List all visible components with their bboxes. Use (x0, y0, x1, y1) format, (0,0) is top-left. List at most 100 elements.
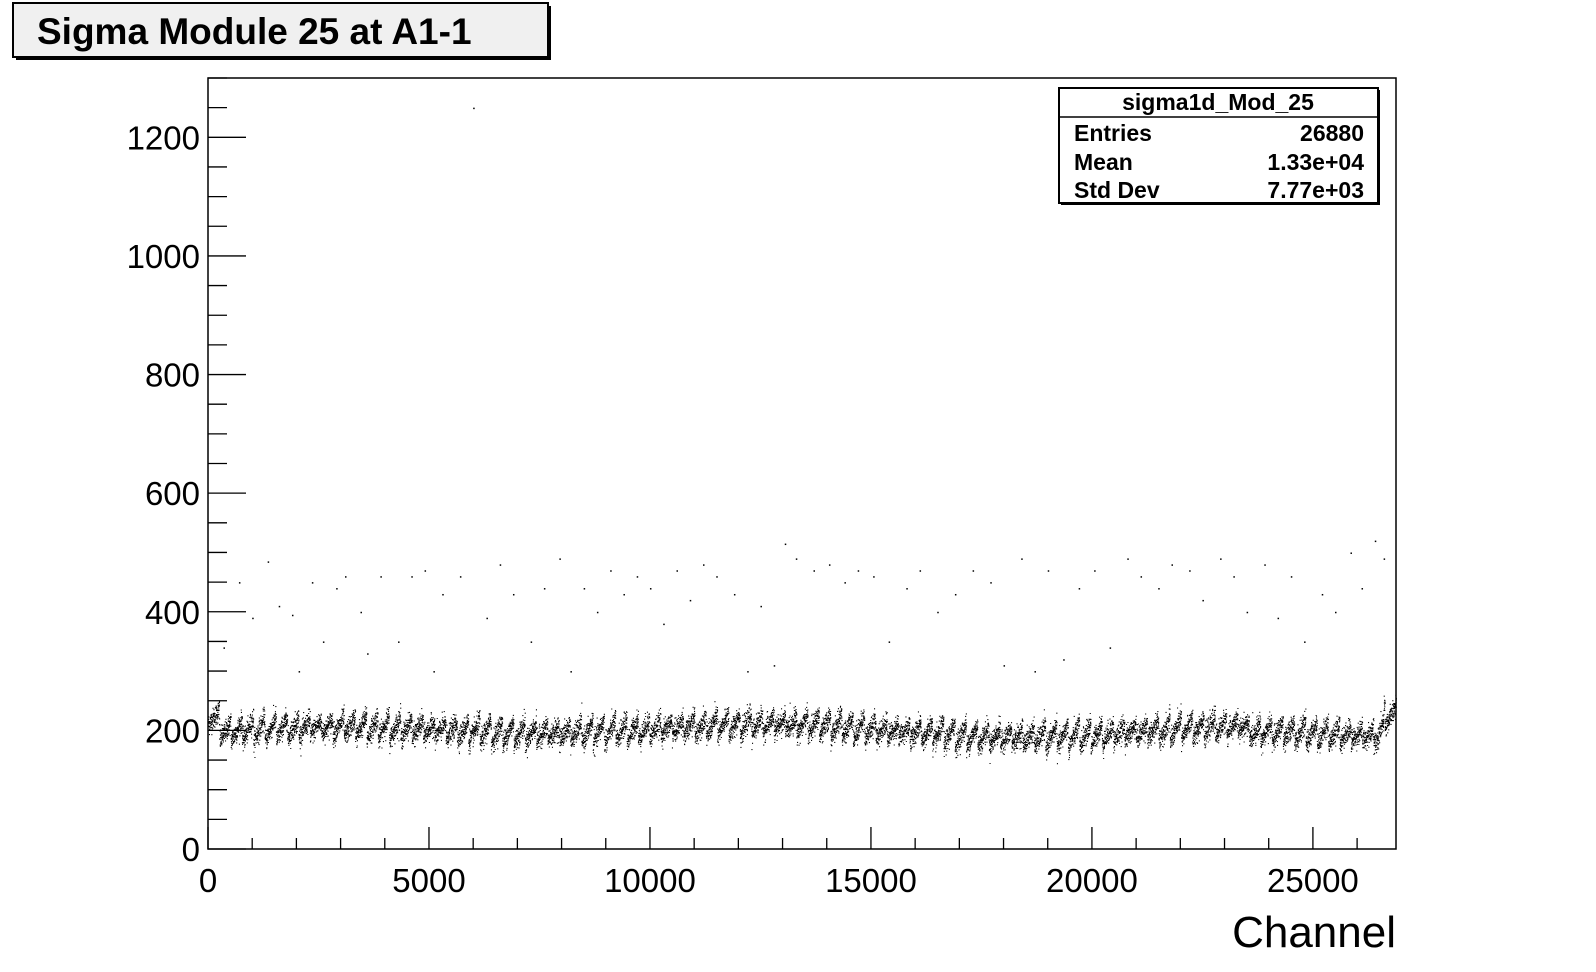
scatter-outlier-point (223, 647, 225, 649)
scatter-outlier-point (1078, 588, 1081, 590)
scatter-outlier-point (278, 605, 281, 608)
scatter-outlier-point (1220, 558, 1222, 560)
scatter-outlier-point (1321, 593, 1324, 596)
scatter-outlier-point (367, 653, 369, 655)
scatter-outlier-point (636, 576, 639, 578)
scatter-outlier-point (345, 576, 347, 578)
scatter-outlier-point (1350, 552, 1352, 554)
scatter-outlier-point (663, 623, 665, 626)
scatter-outlier-point (336, 588, 338, 590)
scatter-outlier-point (530, 641, 533, 643)
stats-stddev-value: 7.77e+03 (1267, 177, 1364, 203)
scatter-outlier-point (596, 611, 599, 614)
scatter-outlier-point (954, 593, 957, 596)
x-tick-label: 5000 (392, 862, 465, 899)
scatter-outlier-point (1094, 570, 1096, 572)
scatter-outlier-point (676, 570, 678, 572)
scatter-outlier-point (411, 576, 413, 578)
title-box-frame (12, 2, 549, 58)
scatter-outlier-point (919, 570, 922, 572)
scatter-outlier-point (1063, 659, 1065, 661)
stats-mean-value: 1.33e+04 (1267, 149, 1364, 175)
scatter-outlier-point (1374, 540, 1377, 543)
scatter-outlier-point (906, 588, 908, 590)
scatter-outlier-point (813, 570, 815, 572)
axes: 0 5000 10000 15000 20000 25000 0 200 400 600 800 10… (127, 77, 1359, 899)
scatter-outlier-point (828, 564, 831, 566)
scatter-outlier-point (1290, 576, 1293, 578)
scatter-outlier-point (570, 671, 572, 673)
scatter-outlier-point (1127, 558, 1129, 560)
scatter-outlier-point (1034, 671, 1036, 673)
scatter-outlier-point (972, 570, 975, 572)
scatter-outlier-point (380, 576, 382, 578)
scatter-outlier-point (857, 570, 860, 572)
scatter-outlier-point (1202, 599, 1204, 602)
scatter-outlier-point (267, 561, 270, 563)
scatter-outlier-point (1277, 617, 1280, 620)
scatter-outlier-point (291, 614, 294, 617)
stats-mean-label: Mean (1074, 149, 1133, 175)
x-axis-title: Channel (1232, 908, 1396, 957)
scatter-outlier-point (459, 576, 462, 578)
scatter-outlier-point (1304, 641, 1306, 643)
x-tick-label: 10000 (604, 862, 696, 899)
y-tick-label: 600 (145, 475, 200, 512)
scatter-outlier-point (795, 558, 798, 560)
scatter-outlier-point (747, 671, 749, 673)
scatter-outlier-point (1233, 576, 1235, 578)
scatter-outlier-point (583, 588, 586, 590)
scatter-outlier-point (623, 593, 625, 596)
scatter-outlier-point (1383, 558, 1386, 560)
scatter-outlier-point (689, 599, 692, 602)
x-tick-label: 0 (199, 862, 217, 899)
scatter-outlier-point (784, 543, 787, 546)
scatter-outlier-point (1109, 647, 1112, 649)
stats-box: sigma1d_Mod_25 Entries 26880 Mean 1.33e+… (1058, 87, 1380, 205)
stats-entries-value: 26880 (1300, 120, 1364, 146)
scatter-outlier-point (1021, 558, 1023, 560)
scatter-outlier-point (1361, 588, 1364, 590)
scatter-outlier-point (433, 671, 435, 673)
scatter-outlier-point (424, 570, 427, 572)
scatter-outlier-point (543, 588, 546, 590)
y-tick-label: 400 (145, 594, 200, 631)
scatter-outlier-point (559, 558, 561, 560)
scatter-outlier-point (937, 611, 939, 614)
scatter-outlier-point (1189, 570, 1191, 572)
scatter-outlier-point (733, 593, 736, 596)
scatter-outlier-point (499, 564, 502, 566)
stats-box-frame (1058, 87, 1379, 204)
stats-name: sigma1d_Mod_25 (1122, 89, 1314, 115)
x-tick-label: 15000 (825, 862, 917, 899)
scatter-outlier-point (473, 107, 475, 110)
x-tick-label: 25000 (1267, 862, 1359, 899)
scatter-points (208, 107, 1397, 765)
y-tick-label: 0 (182, 831, 200, 868)
scatter-outlier-point (442, 593, 444, 596)
scatter-outlier-point (716, 576, 718, 578)
scatter-outlier-point (1335, 611, 1337, 614)
scatter-outlier-point (360, 611, 362, 614)
scatter-outlier-point (311, 582, 314, 584)
scatter-outlier-point (888, 641, 891, 643)
scatter-outlier-point (1264, 564, 1266, 566)
scatter-outlier-point (703, 564, 705, 566)
scatter-outlier-point (610, 570, 612, 572)
y-tick-label: 1200 (127, 119, 200, 156)
chart-title: Sigma Module 25 at A1-1 (37, 11, 472, 52)
stats-stddev-label: Std Dev (1074, 177, 1160, 203)
scatter-outlier-point (1140, 576, 1143, 578)
scatter-outlier-point (1246, 611, 1249, 614)
y-tick-label: 200 (145, 712, 200, 749)
scatter-outlier-point (1158, 588, 1160, 590)
scatter-outlier-point (760, 605, 762, 608)
scatter-outlier-point (322, 641, 325, 643)
scatter-outlier-point (649, 588, 652, 590)
scatter-outlier-point (1003, 665, 1006, 667)
stats-entries-label: Entries (1074, 120, 1152, 146)
scatter-outlier-point (773, 665, 776, 667)
scatter-outlier-point (844, 582, 846, 584)
scatter-outlier-point (486, 617, 488, 620)
y-tick-label: 1000 (127, 238, 200, 275)
